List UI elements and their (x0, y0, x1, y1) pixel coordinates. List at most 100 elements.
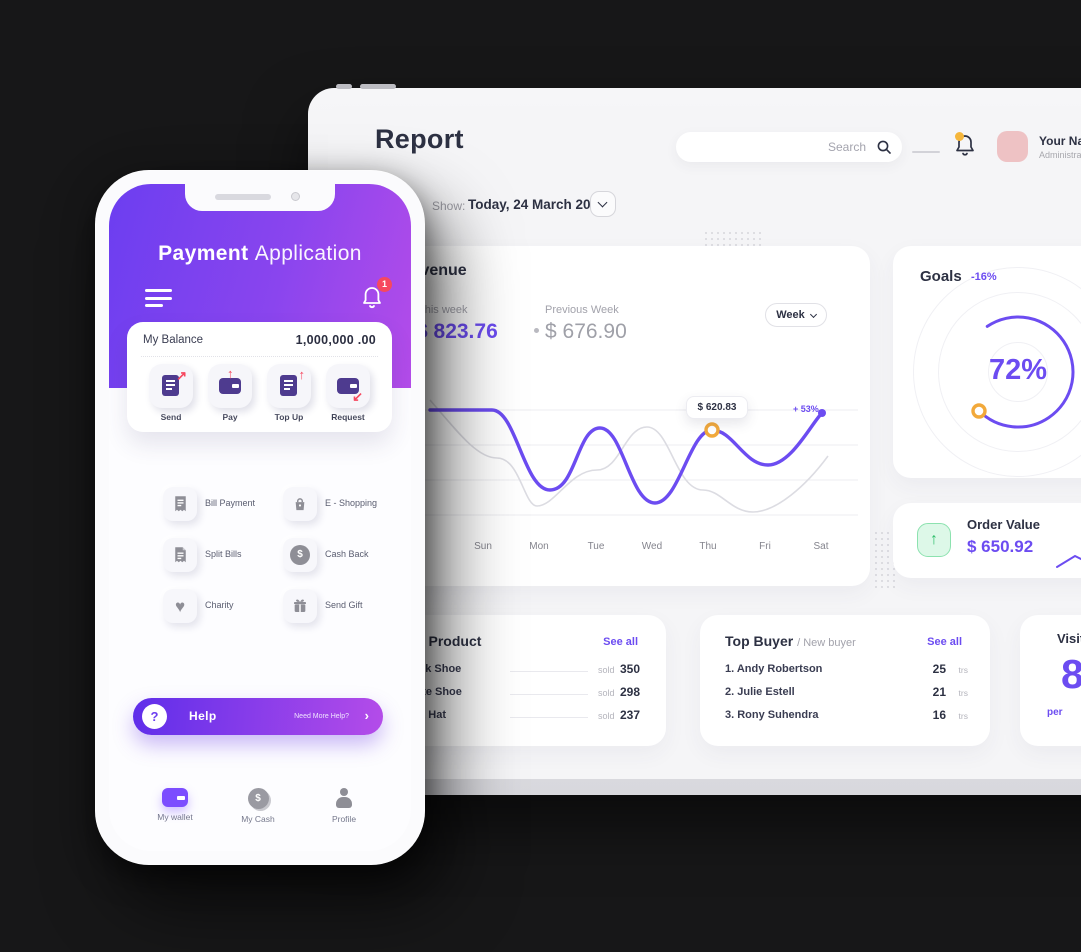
menu-item-e-shopping[interactable]: E - Shopping (283, 487, 393, 521)
help-label: Help (189, 709, 217, 723)
heart-icon: ♥ (163, 589, 197, 623)
buyer-name: 1. Andy Robertson (725, 663, 823, 675)
action-label: Request (331, 412, 365, 422)
x-tick: Fri (759, 541, 771, 552)
buyer-row[interactable]: 1. Andy Robertson 25 trs (700, 661, 990, 679)
highlight-marker[interactable] (704, 422, 720, 438)
hamburger-menu-icon[interactable] (145, 289, 172, 307)
previous-week-series-line (429, 399, 829, 513)
menu-item-cash-back[interactable]: $ Cash Back (283, 538, 393, 572)
top-buyer-title: Top Buyer / New buyer (725, 633, 856, 649)
buyer-value: 16 (932, 708, 946, 722)
ring-decoration (988, 342, 1048, 402)
buyer-row[interactable]: 3. Rony Suhendra 16 trs (700, 707, 990, 725)
user-name: Your Name (1039, 134, 1081, 148)
end-point-dot (818, 409, 826, 417)
chevron-down-icon (597, 197, 608, 208)
receipt-split-icon (163, 538, 197, 572)
action-label: Pay (222, 412, 238, 422)
balance-label: My Balance (143, 334, 204, 346)
arrow-up-icon: ↑ (227, 366, 234, 381)
x-tick: Sat (813, 541, 829, 552)
notifications-button[interactable] (953, 132, 979, 162)
top-buyer-see-all-link[interactable]: See all (927, 636, 962, 648)
visitor-unit-label: per (1047, 707, 1063, 718)
top-buyer-subtitle: / New buyer (797, 637, 856, 649)
app-title-bold: Payment (158, 242, 249, 265)
arrow-up-right-icon: ↗ (176, 368, 187, 383)
x-tick: Mon (529, 541, 549, 552)
arrow-down-icon: ↙ (352, 389, 363, 404)
sold-value: 298 (620, 685, 641, 699)
page-title: Report (375, 124, 464, 154)
document-icon (162, 375, 179, 396)
leader-line (510, 694, 588, 695)
top-up-button[interactable]: ↑ Top Up (263, 364, 315, 422)
previous-week-value: $ 676.90 (545, 320, 627, 343)
avatar[interactable] (997, 131, 1028, 162)
phone-screen: Payment Application 1 My Balance 1,000,0… (109, 184, 411, 851)
nav-item-my-cash[interactable]: $ My Cash (228, 788, 288, 824)
pay-button[interactable]: ↑ Pay (204, 364, 256, 422)
order-sparkline (1056, 554, 1081, 568)
menu-row: ♥ Charity Send Gift (109, 589, 411, 623)
range-selector-value: Week (776, 309, 805, 321)
receipt-icon (163, 487, 197, 521)
top-buyer-card: Top Buyer / New buyer See all 1. Andy Ro… (700, 615, 990, 746)
this-week-series-line (428, 408, 824, 505)
arrow-up-icon: ↑ (298, 367, 306, 382)
leader-line (510, 671, 588, 672)
gift-icon (283, 589, 317, 623)
dollar-coin-icon: $ (247, 788, 269, 809)
user-role: Administrator (1039, 150, 1081, 160)
search-input[interactable] (748, 139, 868, 155)
notification-badge: 1 (377, 277, 392, 292)
nav-label: Profile (331, 814, 357, 824)
order-value-title: Order Value (967, 517, 1040, 532)
range-selector-dropdown[interactable]: Week (765, 303, 827, 327)
request-button[interactable]: ↙ Request (322, 364, 374, 422)
dollar-coin-icon: $ (283, 538, 317, 572)
order-value-card: ↑ Order Value $ 650.92 (893, 503, 1081, 578)
phone-notch (185, 184, 335, 211)
goals-value: 72% (988, 354, 1048, 386)
menu-item-send-gift[interactable]: Send Gift (283, 589, 393, 623)
goals-card: Goals -16% 72% (893, 246, 1081, 478)
balance-value: 1,000,000 .00 (295, 333, 376, 347)
nav-label: My Cash (241, 814, 275, 824)
phone-notifications-button[interactable] (359, 283, 387, 313)
tablet-volume-button (360, 84, 396, 89)
phone-device: Payment Application 1 My Balance 1,000,0… (95, 170, 425, 865)
help-button[interactable]: ? Help Need More Help? › (133, 698, 383, 735)
chart-tooltip: $ 620.83 (686, 396, 748, 419)
search-bar[interactable] (676, 132, 902, 162)
buyer-unit: trs (958, 688, 968, 698)
balance-card: My Balance 1,000,000 .00 ↗ Send ↑ Pay ↑ … (127, 322, 392, 432)
top-product-see-all-link[interactable]: See all (603, 636, 638, 648)
x-tick: Thu (699, 541, 717, 552)
leader-line (510, 717, 588, 718)
bullet-dot (534, 328, 539, 333)
nav-item-profile[interactable]: Profile (314, 788, 374, 824)
chart-gridlines (422, 409, 858, 516)
dot-pattern (873, 530, 895, 588)
x-tick: Wed (641, 541, 663, 552)
buyer-row[interactable]: 2. Julie Estell 21 trs (700, 684, 990, 702)
sold-value: 350 (620, 662, 641, 676)
sold-value: 237 (620, 708, 641, 722)
menu-item-bill-payment[interactable]: Bill Payment (163, 487, 273, 521)
app-title-light: Application (254, 242, 362, 265)
tablet-device: Report Your Name Administrator Show: (308, 84, 1081, 795)
date-filter-dropdown[interactable] (590, 191, 616, 217)
bell-icon (363, 287, 381, 309)
profile-icon (333, 788, 355, 809)
goals-delta: -16% (971, 271, 997, 283)
buyer-unit: trs (958, 711, 968, 721)
chart-delta-label: + 53% (793, 404, 819, 414)
send-button[interactable]: ↗ Send (145, 364, 197, 422)
menu-item-charity[interactable]: ♥ Charity (163, 589, 273, 623)
nav-item-my-wallet[interactable]: My wallet (145, 788, 205, 822)
menu-item-split-bills[interactable]: Split Bills (163, 538, 273, 572)
menu-label: Bill Payment (205, 498, 256, 508)
visitor-value: 8 (1061, 651, 1081, 697)
